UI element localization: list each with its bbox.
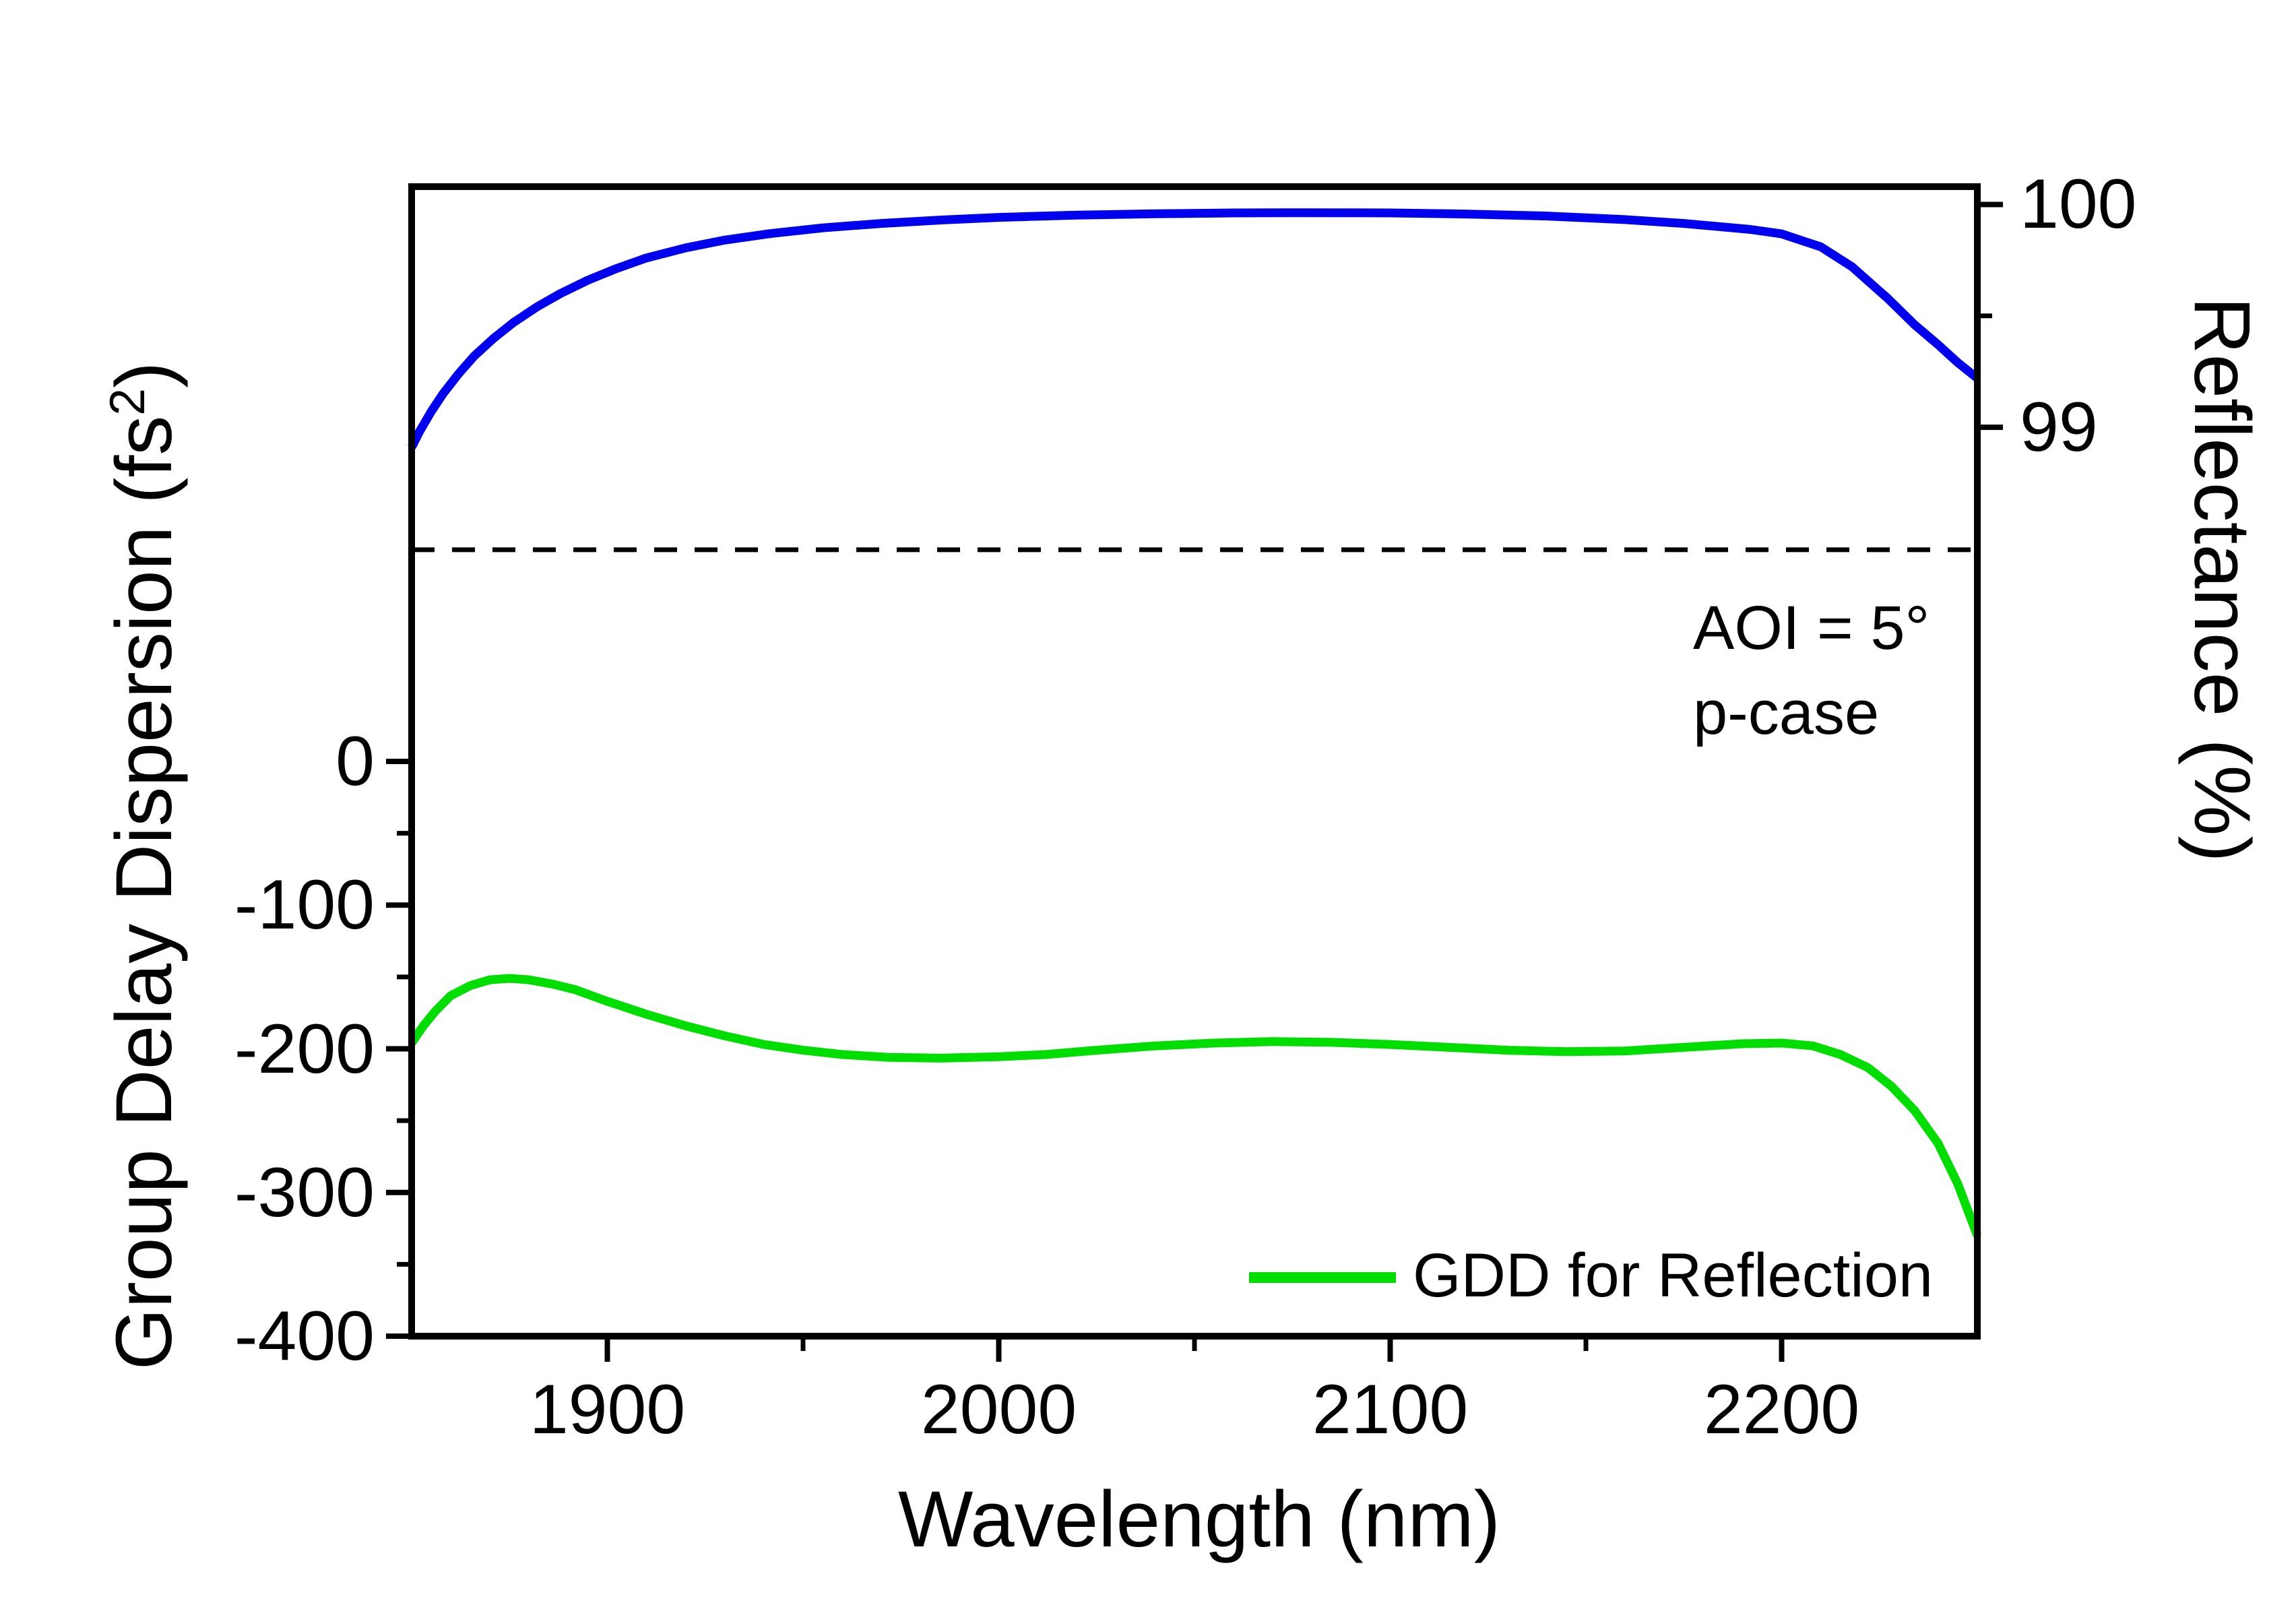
x-tick-label-2200: 2200 [1703,1371,1860,1449]
x-tick-label-2100: 2100 [1312,1371,1469,1449]
x-axis-title: Wavelength (nm) [897,1475,1501,1564]
legend-label: GDD for Reflection [1413,1241,1934,1310]
y-left-tick-label--400: -400 [234,1297,375,1375]
plot-frame [408,183,1981,1340]
y-left-tick-label--300: -300 [234,1153,375,1232]
y-axis-title-right: Reflectance (%) [2177,296,2266,862]
x-tick-label-2000: 2000 [920,1371,1077,1449]
x-tick-label-1900: 1900 [529,1371,686,1449]
y-left-tick-label--200: -200 [234,1009,375,1088]
reflectance-curve [408,208,1981,449]
y-right-tick-label-99: 99 [2020,388,2098,467]
y-left-tick-label--100: -100 [234,866,375,945]
annotation-pcase: p-case [1693,679,1880,747]
y-left-tick-label-0: 0 [336,722,375,800]
annotation-aoi: AOI = 5° [1693,594,1930,662]
gdd-curve [408,974,1982,1237]
y-right-tick-label-100: 100 [2020,165,2137,244]
y-axis-title-left-close: ) [100,361,189,389]
y-axis-title-left-text: Group Delay Dispersion (fs [100,415,189,1371]
y-axis-title-left: Group Delay Dispersion (fs2) [99,362,189,1371]
y-axis-title-left-sup: 2 [99,388,155,416]
